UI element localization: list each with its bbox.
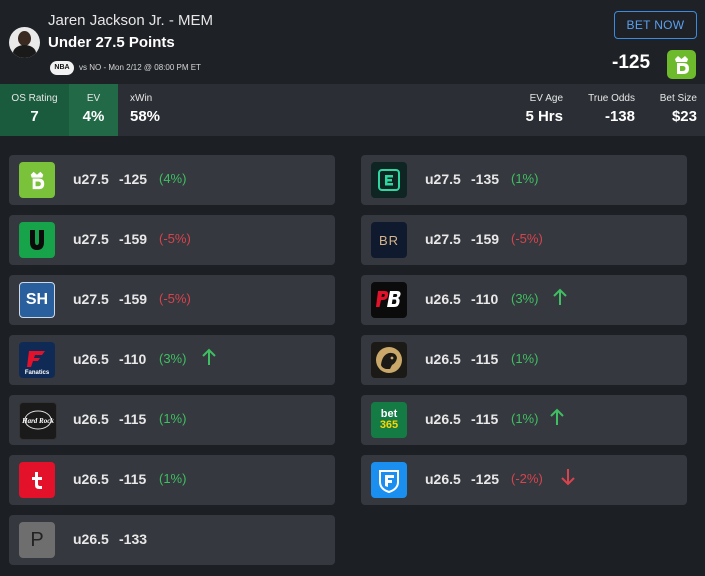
odds: -125 [471, 471, 500, 487]
trend-down-icon [561, 469, 575, 486]
odds: -159 [119, 231, 148, 247]
book-row-sportshub[interactable]: SH u27.5 -159 (-5%) [9, 275, 335, 325]
ev-age-stat: EV Age 5 Hrs [505, 84, 563, 136]
odds: -115 [119, 411, 147, 427]
league-badge: NBA [50, 61, 74, 75]
odds: -125 [119, 171, 148, 187]
book-row-unibet[interactable]: u27.5 -159 (-5%) [9, 215, 335, 265]
ev-percent: (3%) [159, 351, 187, 366]
ev-stat: EV 4% [69, 84, 118, 136]
draftkings-logo-icon[interactable] [667, 50, 696, 79]
bet-size-value: $23 [671, 108, 697, 125]
xwin-stat: xWin 58% [130, 84, 180, 136]
sportshub-logo-icon: SH [19, 282, 55, 318]
line: u26.5 [73, 351, 109, 367]
p-book-logo-icon: P [19, 522, 55, 558]
ev-percent: (1%) [511, 171, 539, 186]
os-rating-label: OS Rating [11, 93, 58, 104]
line: u26.5 [425, 291, 461, 307]
odds: -115 [119, 471, 147, 487]
xwin-value: 58% [130, 108, 161, 125]
line: u27.5 [73, 231, 109, 247]
line: u26.5 [425, 411, 461, 427]
ev-percent: (1%) [511, 351, 539, 366]
ev-value: 4% [82, 108, 105, 125]
bet-now-button[interactable]: BET NOW [614, 11, 697, 39]
bet-size-label: Bet Size [659, 93, 697, 104]
market-title: Under 27.5 Points [48, 34, 175, 51]
os-rating-value: 7 [30, 108, 39, 125]
true-odds-stat: True Odds -138 [580, 84, 635, 136]
betrivers-logo-icon: BR [371, 222, 407, 258]
betmgm-logo-icon [371, 342, 407, 378]
book-row-bet365[interactable]: bet 365 u26.5 -115 (1%) [361, 395, 687, 445]
espnbet-logo-icon [371, 162, 407, 198]
stats-bar: OS Rating 7 EV 4% xWin 58% EV Age 5 Hrs … [0, 84, 705, 136]
trend-up-icon [550, 408, 564, 425]
line: u26.5 [425, 351, 461, 367]
svg-text:Fanatics: Fanatics [25, 370, 50, 376]
odds: -133 [119, 531, 148, 547]
line: u26.5 [73, 531, 109, 547]
draftkings-logo-icon [19, 162, 55, 198]
odds: -115 [471, 351, 499, 367]
ev-percent: (3%) [511, 291, 539, 306]
book-row-betrivers[interactable]: BR u27.5 -159 (-5%) [361, 215, 687, 265]
os-rating-stat: OS Rating 7 [0, 84, 69, 136]
true-odds-value: -138 [604, 108, 635, 125]
odds: -135 [471, 171, 500, 187]
book-row-espnbet[interactable]: u27.5 -135 (1%) [361, 155, 687, 205]
line: u26.5 [73, 471, 109, 487]
hardrock-logo-icon: Hard Rock [19, 402, 57, 440]
odds: -159 [471, 231, 500, 247]
player-avatar [9, 27, 40, 58]
ev-percent: (-5%) [159, 231, 191, 246]
book-row-hardrock[interactable]: Hard Rock u26.5 -115 (1%) [9, 395, 335, 445]
game-info: vs NO - Mon 2/12 @ 08:00 PM ET [79, 63, 201, 72]
bet365-logo-icon: bet 365 [371, 402, 407, 438]
pointsbet-logo-icon [371, 282, 407, 318]
book-row-draftkings[interactable]: u27.5 -125 (4%) [9, 155, 335, 205]
odds: -110 [471, 291, 499, 307]
line: u26.5 [73, 411, 109, 427]
book-row-fanatics[interactable]: Fanatics u26.5 -110 (3%) [9, 335, 335, 385]
ev-label: EV [86, 93, 101, 104]
book-row-fanduel[interactable]: u26.5 -125 (-2%) [361, 455, 687, 505]
line: u27.5 [425, 231, 461, 247]
xwin-label: xWin [130, 93, 153, 104]
ev-percent: (-5%) [159, 291, 191, 306]
ev-percent: (1%) [511, 411, 539, 426]
book-row-p[interactable]: P u26.5 -133 [9, 515, 335, 565]
ev-percent: (1%) [159, 411, 187, 426]
line: u27.5 [73, 291, 109, 307]
bet-size-stat: Bet Size $23 [645, 84, 697, 136]
odds: -115 [471, 411, 499, 427]
player-name: Jaren Jackson Jr. - MEM [48, 12, 214, 29]
prop-header: Jaren Jackson Jr. - MEM Under 27.5 Point… [0, 0, 705, 84]
ev-age-label: EV Age [529, 93, 563, 104]
fanduel-logo-icon [371, 462, 407, 498]
odds: -159 [119, 291, 148, 307]
best-odds: -125 [612, 52, 651, 73]
line: u27.5 [73, 171, 109, 187]
ev-percent: (-5%) [511, 231, 543, 246]
true-odds-label: True Odds [588, 93, 635, 104]
ev-percent: (-2%) [511, 471, 543, 486]
ev-percent: (4%) [159, 171, 187, 186]
fanatics-logo-icon: Fanatics [19, 342, 55, 378]
book-row-betmgm[interactable]: u26.5 -115 (1%) [361, 335, 687, 385]
book-row-tipico[interactable]: u26.5 -115 (1%) [9, 455, 335, 505]
ev-percent: (1%) [159, 471, 187, 486]
trend-up-icon [553, 288, 567, 305]
svg-text:Hard Rock: Hard Rock [21, 417, 54, 425]
tipico-logo-icon [19, 462, 55, 498]
book-row-pointsbet[interactable]: u26.5 -110 (3%) [361, 275, 687, 325]
line: u26.5 [425, 471, 461, 487]
line: u27.5 [425, 171, 461, 187]
trend-up-icon [202, 348, 216, 365]
unibet-logo-icon [19, 222, 55, 258]
ev-age-value: 5 Hrs [525, 108, 563, 125]
odds: -110 [119, 351, 147, 367]
